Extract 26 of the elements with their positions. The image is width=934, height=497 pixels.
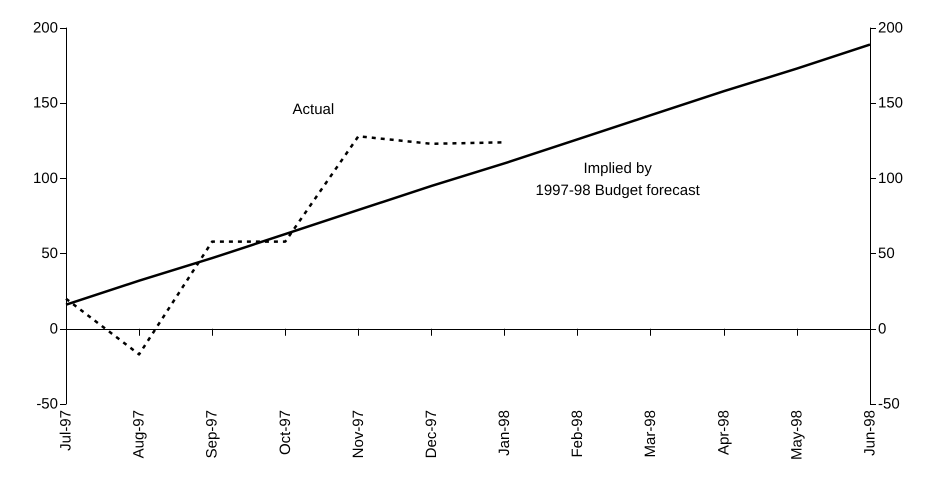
y-tick-label: 50 xyxy=(41,245,58,262)
x-tick-label: Jul-97 xyxy=(58,410,74,451)
y-tick-label: 100 xyxy=(32,170,58,187)
x-tick-label: Jan-98 xyxy=(496,410,514,456)
x-tick-label: Aug-97 xyxy=(130,410,148,458)
x-tick-label: Sep-97 xyxy=(204,410,221,458)
x-tick-label: Feb-98 xyxy=(569,410,586,458)
x-tick-label: Nov-97 xyxy=(350,410,367,458)
x-tick-label: Jun-98 xyxy=(862,410,878,456)
y2-tick-label: -50 xyxy=(878,396,900,412)
y-tick-label: 0 xyxy=(50,320,58,338)
x-tick-label: Apr-98 xyxy=(715,410,732,456)
y2-tick-label: 0 xyxy=(878,320,886,338)
y-tick-label: 150 xyxy=(32,94,58,112)
x-tick-label: Mar-98 xyxy=(642,410,660,458)
y2-tick-label: 150 xyxy=(878,94,904,112)
x-tick-label: May-98 xyxy=(788,410,806,460)
y2-tick-label: 50 xyxy=(878,245,895,262)
y-tick-label: 200 xyxy=(32,20,58,36)
x-tick-label: Dec-97 xyxy=(422,410,440,458)
y2-tick-label: 200 xyxy=(878,20,904,36)
y2-tick-label: 100 xyxy=(878,170,904,187)
text: Actual xyxy=(292,100,334,118)
y-tick-label: -50 xyxy=(36,396,58,412)
series-label: Implied by 1997-98 Budget forecast xyxy=(535,160,701,199)
x-tick-label: Oct-97 xyxy=(276,410,294,456)
